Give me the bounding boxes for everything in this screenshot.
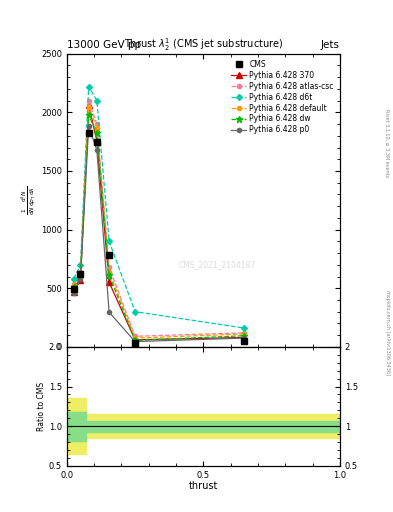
Pythia 6.428 370 [86,102,91,109]
CMS [107,252,112,259]
Pythia 6.428 p0 [86,123,91,130]
Pythia 6.428 p0 [133,338,138,345]
Line: Pythia 6.428 atlas-csc: Pythia 6.428 atlas-csc [72,99,246,338]
Text: Jets: Jets [321,40,340,50]
Text: mcplots.cern.ch [arXiv:1306.3436]: mcplots.cern.ch [arXiv:1306.3436] [385,290,389,375]
Pythia 6.428 p0 [107,309,112,315]
Line: Pythia 6.428 p0: Pythia 6.428 p0 [72,124,246,344]
Pythia 6.428 d6t [71,276,76,282]
CMS [86,131,91,137]
Pythia 6.428 p0 [71,290,76,296]
Pythia 6.428 default [133,335,138,341]
Pythia 6.428 atlas-csc [133,333,138,339]
Line: Pythia 6.428 dw: Pythia 6.428 dw [70,111,248,344]
Pythia 6.428 p0 [242,335,247,341]
Title: Thrust $\lambda_2^1$ (CMS jet substructure): Thrust $\lambda_2^1$ (CMS jet substructu… [124,36,283,53]
CMS [94,139,99,145]
Pythia 6.428 dw [107,272,112,279]
Legend: CMS, Pythia 6.428 370, Pythia 6.428 atlas-csc, Pythia 6.428 d6t, Pythia 6.428 de: CMS, Pythia 6.428 370, Pythia 6.428 atla… [229,57,336,137]
Line: Pythia 6.428 d6t: Pythia 6.428 d6t [72,84,246,330]
CMS [242,338,247,344]
Pythia 6.428 default [71,282,76,288]
Pythia 6.428 d6t [133,309,138,315]
Pythia 6.428 atlas-csc [107,264,112,270]
Pythia 6.428 d6t [107,238,112,244]
Pythia 6.428 370 [71,289,76,295]
Pythia 6.428 default [94,124,99,131]
Text: 13000 GeV pp: 13000 GeV pp [67,40,141,50]
Line: CMS: CMS [71,131,247,346]
Pythia 6.428 dw [133,337,138,344]
Pythia 6.428 dw [86,112,91,118]
Y-axis label: Ratio to CMS: Ratio to CMS [37,382,46,431]
Pythia 6.428 atlas-csc [78,269,83,275]
Pythia 6.428 default [242,331,247,337]
Line: Pythia 6.428 default: Pythia 6.428 default [72,104,246,340]
Y-axis label: $\frac{1}{\mathrm{d}N}\frac{\mathrm{d}^2N}{\mathrm{d}p_\mathrm{T}\,\mathrm{d}\la: $\frac{1}{\mathrm{d}N}\frac{\mathrm{d}^2… [20,185,38,215]
Text: Rivet 3.1.10, ≥ 3.3M events: Rivet 3.1.10, ≥ 3.3M events [385,109,389,178]
X-axis label: thrust: thrust [189,481,218,491]
Pythia 6.428 atlas-csc [242,330,247,336]
Line: Pythia 6.428 370: Pythia 6.428 370 [71,102,247,343]
Pythia 6.428 p0 [78,276,83,282]
Pythia 6.428 d6t [94,98,99,104]
Pythia 6.428 dw [94,131,99,137]
Pythia 6.428 370 [78,277,83,283]
Pythia 6.428 atlas-csc [71,281,76,287]
Pythia 6.428 p0 [94,147,99,153]
Pythia 6.428 default [86,103,91,110]
Pythia 6.428 d6t [242,325,247,331]
Pythia 6.428 370 [133,337,138,343]
Pythia 6.428 default [78,271,83,277]
Pythia 6.428 d6t [78,262,83,268]
Pythia 6.428 370 [94,137,99,143]
Text: CMS_2021_2104187: CMS_2021_2104187 [178,260,255,269]
Pythia 6.428 d6t [86,83,91,90]
CMS [133,340,138,347]
Pythia 6.428 atlas-csc [94,121,99,127]
Pythia 6.428 dw [242,333,247,339]
Pythia 6.428 atlas-csc [86,98,91,104]
CMS [78,271,83,277]
CMS [71,286,76,292]
Pythia 6.428 370 [107,280,112,286]
Pythia 6.428 dw [71,284,76,290]
Pythia 6.428 default [107,269,112,275]
Pythia 6.428 dw [78,273,83,280]
Pythia 6.428 370 [242,334,247,340]
